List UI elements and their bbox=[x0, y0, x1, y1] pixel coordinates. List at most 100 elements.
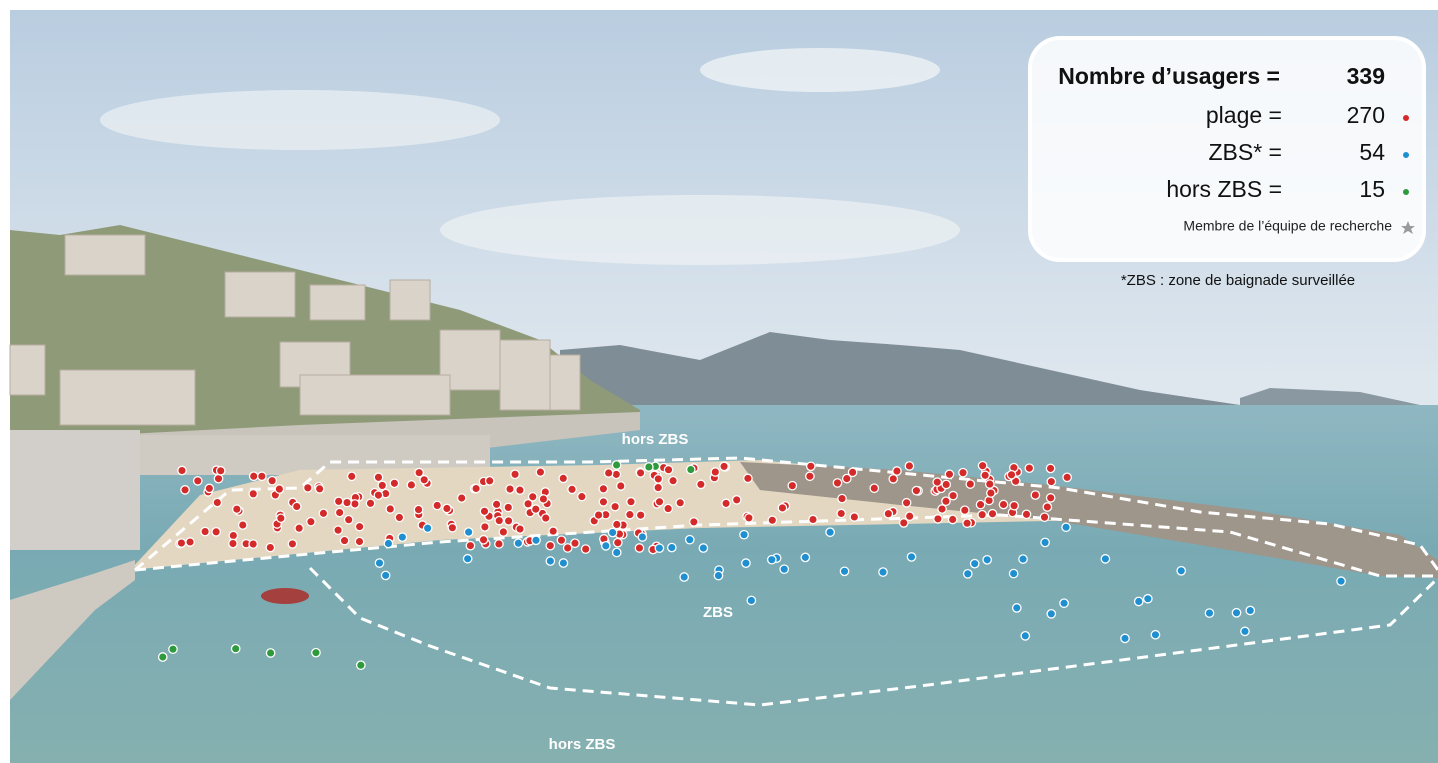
user-dot bbox=[937, 504, 947, 514]
legend-team: Membre de l’équipe de recherche bbox=[1183, 218, 1392, 234]
user-dot bbox=[211, 526, 221, 537]
user-dot bbox=[442, 503, 452, 514]
user-dot bbox=[668, 475, 678, 486]
user-dot bbox=[1042, 502, 1053, 512]
user-dot bbox=[947, 514, 958, 525]
user-dot bbox=[644, 462, 654, 472]
user-dot bbox=[397, 532, 408, 543]
user-dot bbox=[800, 552, 811, 563]
user-dot bbox=[545, 556, 556, 566]
user-dot bbox=[213, 473, 224, 484]
user-dot bbox=[535, 467, 546, 477]
user-dot bbox=[311, 647, 321, 658]
user-dot bbox=[515, 524, 525, 534]
user-dot bbox=[515, 485, 525, 495]
user-dot bbox=[825, 527, 835, 538]
user-dot bbox=[1006, 469, 1017, 480]
user-dot bbox=[513, 538, 524, 549]
user-dot bbox=[373, 472, 384, 483]
user-dot bbox=[969, 558, 980, 569]
user-dot bbox=[731, 495, 742, 505]
user-dot bbox=[484, 475, 495, 486]
user-dot bbox=[580, 544, 591, 554]
user-dot bbox=[805, 471, 815, 482]
user-dot bbox=[291, 501, 302, 512]
user-dot bbox=[612, 537, 623, 548]
legend-label: plage = bbox=[1206, 102, 1282, 128]
user-dot bbox=[1021, 509, 1032, 520]
user-dot bbox=[901, 497, 912, 508]
user-dot bbox=[413, 504, 424, 515]
user-dot bbox=[265, 648, 276, 658]
user-dot bbox=[607, 527, 618, 538]
user-dot bbox=[634, 543, 645, 553]
user-dot bbox=[556, 535, 567, 546]
user-dot bbox=[1046, 608, 1057, 619]
user-dot bbox=[904, 511, 915, 522]
legend-count: 15 bbox=[1359, 176, 1385, 202]
user-dot bbox=[883, 508, 894, 519]
user-dot bbox=[684, 534, 695, 545]
user-dot bbox=[679, 572, 690, 582]
user-dot bbox=[558, 473, 569, 484]
user-dot bbox=[593, 510, 604, 520]
user-dot bbox=[610, 501, 620, 512]
user-dot bbox=[635, 510, 646, 520]
user-dot bbox=[713, 570, 724, 581]
user-dot bbox=[248, 471, 259, 482]
user-dot bbox=[847, 467, 858, 478]
user-dot bbox=[432, 500, 443, 511]
user-dot bbox=[462, 553, 473, 564]
user-dot bbox=[977, 509, 988, 520]
user-dot bbox=[1133, 596, 1144, 607]
star-icon bbox=[1401, 221, 1415, 234]
user-dot bbox=[777, 503, 788, 513]
user-dot bbox=[257, 471, 267, 482]
user-dot bbox=[342, 497, 352, 508]
user-dot bbox=[334, 507, 345, 518]
user-dot bbox=[611, 547, 622, 558]
user-dot bbox=[531, 535, 541, 546]
user-dot bbox=[306, 516, 316, 527]
user-dot bbox=[1008, 568, 1019, 579]
user-dot bbox=[287, 539, 298, 549]
user-dot bbox=[176, 538, 187, 548]
user-dot bbox=[600, 540, 611, 551]
user-dot bbox=[721, 498, 731, 509]
user-dot bbox=[696, 479, 706, 490]
user-dot bbox=[354, 536, 365, 547]
user-dot bbox=[710, 467, 721, 477]
user-dot bbox=[888, 474, 899, 484]
legend-dot bbox=[1403, 115, 1409, 121]
user-dot bbox=[333, 496, 344, 507]
zone-label: hors ZBS bbox=[549, 736, 616, 753]
legend: Nombre d’usagers = 339 plage = 270 ZBS* = 5… bbox=[1028, 36, 1426, 262]
user-dot bbox=[836, 508, 847, 519]
zone-label: ZBS bbox=[703, 604, 733, 621]
user-dot bbox=[663, 503, 673, 514]
user-dot bbox=[965, 479, 976, 489]
user-dot bbox=[204, 483, 215, 494]
user-dot bbox=[510, 469, 520, 480]
user-dot bbox=[414, 467, 424, 478]
user-dot bbox=[545, 540, 556, 551]
user-dot bbox=[962, 518, 972, 529]
user-dot bbox=[766, 554, 777, 565]
user-dot bbox=[248, 488, 259, 499]
user-dot bbox=[570, 538, 580, 549]
user-dot bbox=[808, 514, 818, 525]
user-dot bbox=[611, 469, 622, 480]
user-dot bbox=[231, 504, 242, 514]
legend-count: 270 bbox=[1347, 102, 1385, 128]
user-dot bbox=[365, 498, 376, 509]
user-dot bbox=[346, 471, 357, 482]
user-dot bbox=[698, 543, 709, 553]
user-dot bbox=[892, 466, 902, 476]
user-dot bbox=[419, 474, 430, 485]
user-dot bbox=[200, 526, 210, 537]
user-dot bbox=[626, 496, 636, 507]
user-dot bbox=[603, 468, 614, 478]
user-dot bbox=[276, 513, 286, 524]
user-dot bbox=[478, 534, 489, 545]
user-dot bbox=[805, 461, 816, 472]
